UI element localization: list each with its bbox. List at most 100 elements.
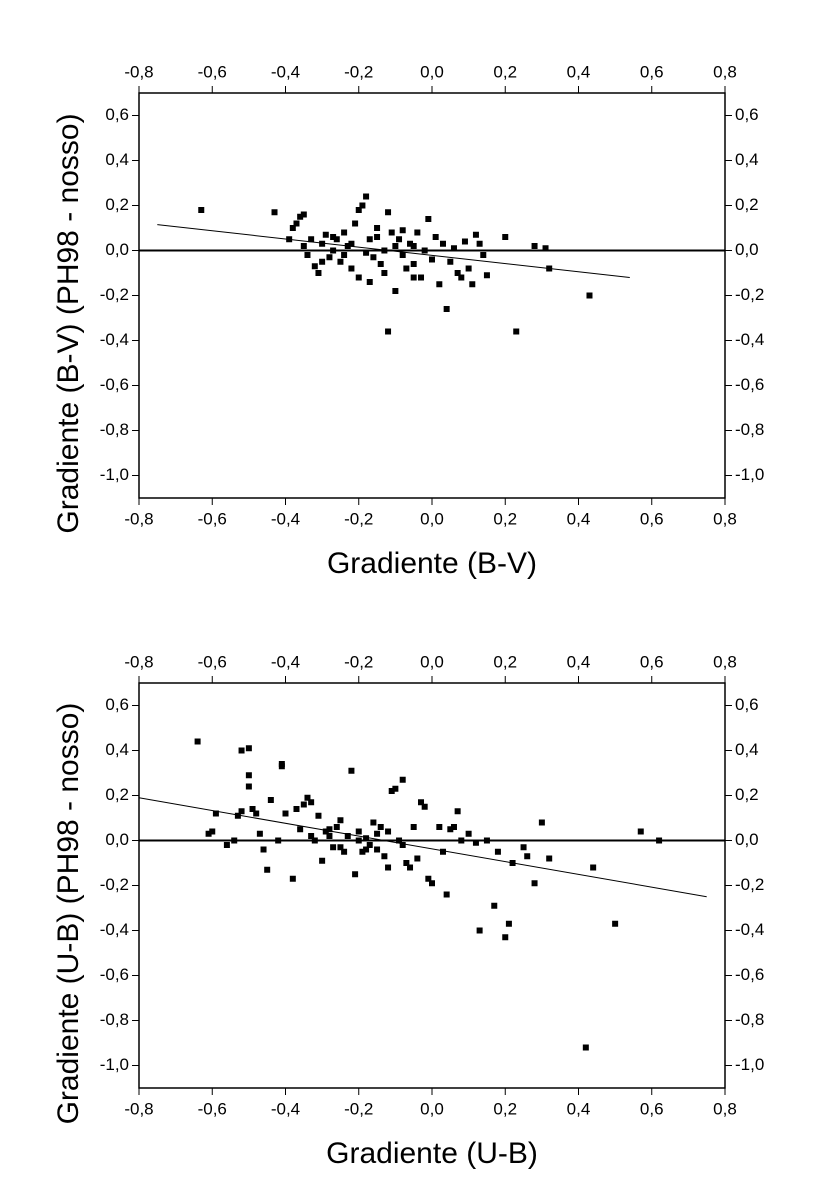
point [260, 846, 267, 853]
point [245, 745, 252, 752]
fit-line [138, 797, 707, 898]
x-tick-label-top: -0,6 [198, 652, 227, 671]
point [348, 240, 355, 247]
point [282, 810, 289, 817]
point [392, 243, 399, 249]
point [330, 844, 337, 851]
y-axis-label: Gradiente (U-B) (PH98 - nosso) [52, 703, 85, 1125]
point [586, 292, 593, 299]
point [399, 776, 406, 783]
x-tick-label-top: -0,8 [124, 652, 153, 671]
point [524, 853, 531, 860]
y-tick-label: 0,4 [105, 740, 129, 759]
point [494, 848, 501, 855]
point [399, 842, 406, 848]
point [418, 799, 425, 806]
point [425, 875, 432, 882]
y-tick-label-right: -0,4 [735, 330, 764, 349]
y-tick-label: -0,2 [100, 875, 129, 894]
point [436, 824, 443, 830]
point [326, 826, 333, 833]
point [264, 866, 271, 873]
point [546, 855, 553, 862]
x-tick-label-top: 0,4 [567, 62, 591, 81]
point [502, 234, 509, 240]
y-tick-label: -0,2 [100, 285, 129, 304]
point [418, 274, 425, 281]
x-tick-label-top: 0,0 [420, 62, 444, 81]
y-tick-label-right: -0,6 [735, 965, 764, 984]
point [374, 234, 381, 240]
point [363, 249, 370, 256]
point [333, 824, 340, 830]
point [341, 252, 348, 258]
y-tick-label: 0,2 [105, 195, 129, 214]
point [392, 288, 399, 294]
point [538, 819, 545, 826]
y-tick-label-right: -0,2 [735, 285, 764, 304]
point [363, 846, 370, 853]
point [355, 274, 362, 281]
point [502, 934, 509, 941]
point [414, 229, 421, 236]
point [341, 848, 348, 855]
point [458, 837, 465, 844]
point [491, 902, 498, 909]
point [267, 797, 274, 803]
point [590, 864, 597, 871]
x-tick-label: -0,4 [271, 509, 300, 528]
point [322, 231, 329, 238]
point [447, 258, 454, 265]
y-tick-label: 0,6 [105, 695, 129, 714]
point [374, 830, 381, 837]
point [245, 783, 252, 790]
point [304, 252, 311, 258]
point [374, 846, 381, 853]
point [399, 227, 406, 234]
point [385, 209, 392, 216]
point [359, 202, 366, 209]
point [249, 806, 256, 812]
x-tick-label: 0,8 [713, 509, 737, 528]
point [385, 828, 392, 835]
point [278, 761, 285, 767]
point [513, 328, 520, 335]
point [194, 738, 201, 745]
point [392, 785, 399, 792]
point [612, 920, 619, 927]
x-tick-label-top: -0,8 [124, 62, 153, 81]
point [429, 880, 435, 887]
point [407, 240, 414, 247]
point [352, 220, 359, 227]
point [407, 864, 414, 871]
point [363, 193, 370, 200]
y-tick-label: -1,0 [100, 1055, 129, 1074]
point [443, 891, 450, 898]
point [388, 229, 395, 236]
point [436, 281, 443, 288]
x-tick-label: -0,6 [198, 1099, 227, 1118]
point [476, 240, 483, 247]
x-tick-label: 0,4 [567, 509, 591, 528]
point [410, 824, 417, 830]
y-tick-label-right: 0,2 [735, 785, 759, 804]
point [205, 830, 212, 837]
x-tick-label: -0,2 [344, 1099, 373, 1118]
point [637, 828, 644, 835]
y-tick-label: 0,2 [105, 785, 129, 804]
point [223, 842, 230, 848]
point [253, 810, 260, 817]
point [308, 799, 315, 806]
y-tick-label-right: -0,8 [735, 420, 764, 439]
point [472, 231, 479, 238]
x-tick-label-top: 0,0 [420, 652, 444, 671]
y-tick-label: -0,6 [100, 965, 129, 984]
point [425, 216, 432, 222]
point [403, 265, 410, 272]
point [333, 236, 340, 243]
point [388, 788, 395, 794]
y-tick-label: -0,4 [100, 920, 129, 939]
point [271, 209, 278, 216]
point [439, 848, 446, 855]
